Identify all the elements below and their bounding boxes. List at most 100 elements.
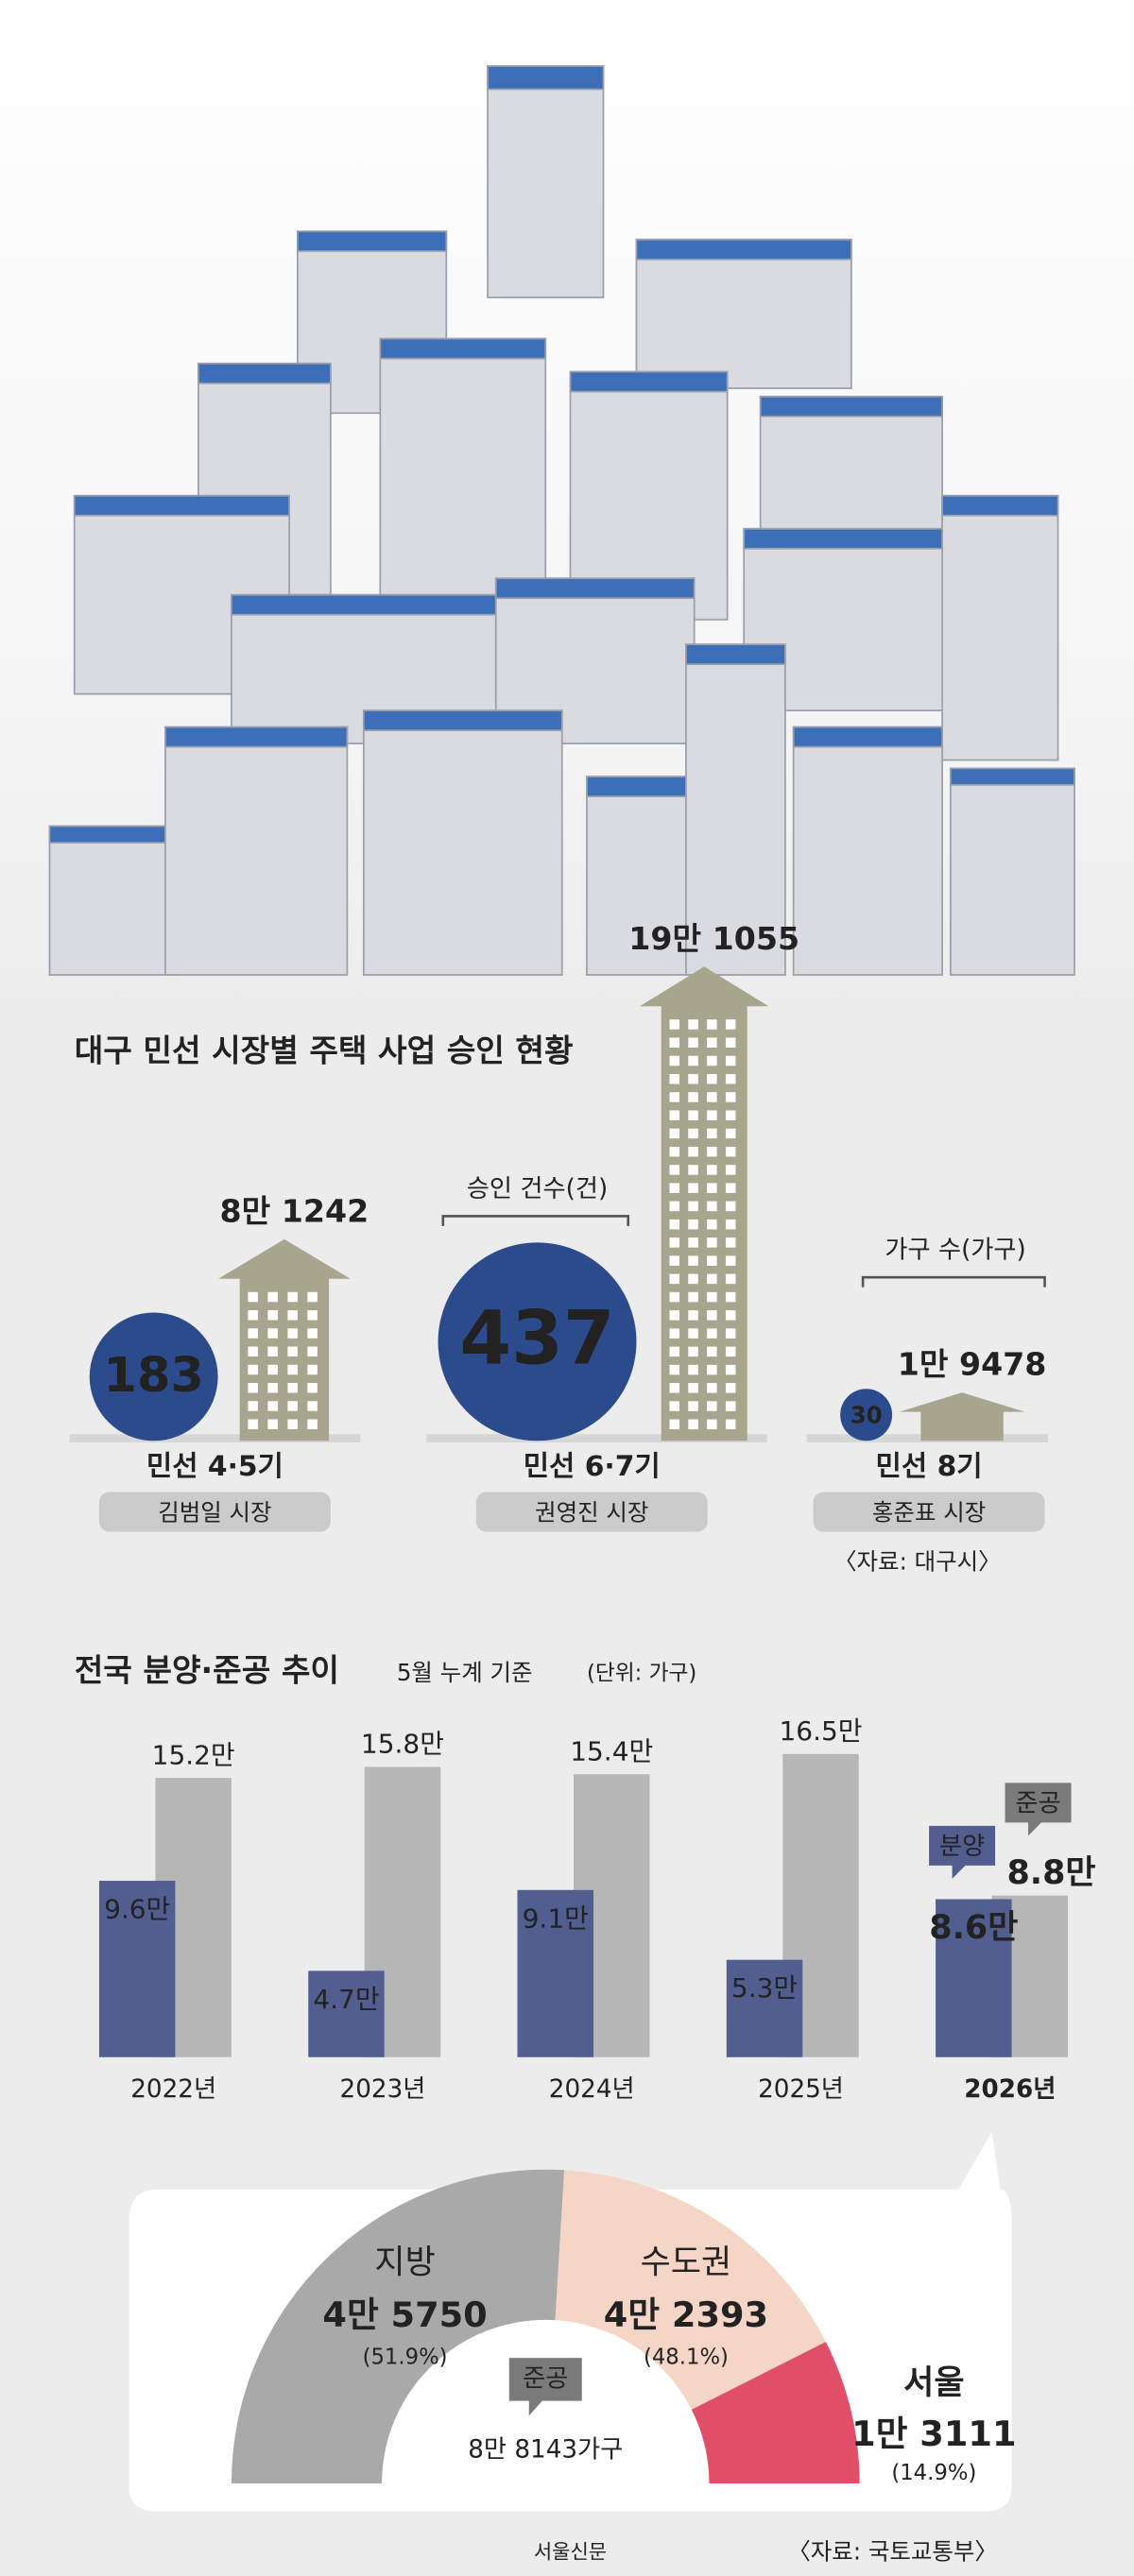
bar [98,1881,176,2057]
window [669,1146,679,1157]
segment-percent: (48.1%) [644,2346,729,2370]
circle-label: 30 [850,1402,883,1429]
window [248,1346,258,1357]
approval-circle [840,1389,893,1442]
value-label: 9.1만 [523,1902,589,1934]
window [725,1165,736,1175]
window [688,1146,698,1157]
highlight-name: 서울 [903,2364,964,2402]
window [707,1328,717,1339]
window [707,1273,717,1285]
window [707,1419,717,1430]
window [267,1401,278,1411]
unit-label: (단위: 가구) [587,1661,696,1685]
mayor-label: 홍준표 시장 [872,1498,986,1526]
legend-label: 준공 [1015,1790,1060,1818]
bar [936,1899,1012,2057]
window [669,1346,679,1357]
value-label: 5.3만 [731,1972,798,2004]
window [307,1346,318,1357]
window [307,1401,318,1411]
window [669,1110,679,1120]
window [707,1201,717,1212]
title-bubble [508,2358,582,2416]
category-label: 2024년 [549,2075,635,2104]
mayor-pill [813,1492,1045,1532]
window [725,1401,736,1411]
window [725,1128,736,1139]
donut-highlight [691,2342,860,2484]
highlight-value: 1만 3111 [851,2414,1016,2454]
building-shape [639,966,769,1442]
window [707,1310,717,1321]
window [307,1328,318,1339]
mayor-label: 김범일 시장 [158,1498,271,1526]
window [248,1401,258,1411]
legend-label: 가구 수(가구) [885,1237,1025,1265]
window [669,1383,679,1393]
window [287,1291,298,1303]
window [688,1237,698,1248]
mayor-pill [98,1492,331,1532]
window [707,1110,717,1120]
category-label: 민선 6·7기 [524,1450,661,1483]
value-label: 9.6만 [104,1894,170,1925]
window [267,1328,278,1339]
window [287,1310,298,1321]
window [707,1237,717,1248]
window [669,1165,679,1175]
value-label: 8만 1242 [220,1192,369,1229]
window [725,1146,736,1157]
legend-label: 승인 건수(건) [467,1175,608,1203]
window [669,1055,679,1066]
window [688,1346,698,1357]
window [267,1383,278,1393]
window [688,1219,698,1230]
baseline [69,1434,361,1443]
window [267,1310,278,1321]
legend-bubble [929,1825,996,1879]
segment-percent: (51.9%) [363,2346,448,2370]
building [217,1238,351,1442]
window [707,1383,717,1393]
window [669,1310,679,1321]
window [307,1310,318,1321]
window [688,1291,698,1303]
legend-label: 분양 [939,1833,985,1861]
legend-bubble [1005,1783,1072,1836]
highlight-percent: (14.9%) [891,2461,976,2485]
window [287,1419,298,1429]
window [707,1019,717,1030]
chart-title: 전국 분양·준공 추이 [75,1652,339,1689]
window [669,1273,679,1285]
window [669,1237,679,1248]
category-label: 2025년 [758,2075,844,2104]
window [688,1110,698,1120]
window [707,1219,717,1230]
category-label: 민선 8기 [876,1450,983,1483]
window [669,1219,679,1230]
window [725,1346,736,1357]
window [688,1328,698,1339]
segment-name: 수도권 [641,2243,732,2281]
legend-bracket [861,1275,1046,1288]
value-label: 8.6만 [929,1909,1018,1947]
window [725,1110,736,1120]
window [287,1364,298,1375]
value-label: 8.8만 [1006,1854,1095,1892]
window [725,1310,736,1321]
window [707,1346,717,1357]
window [669,1073,679,1084]
window [688,1183,698,1193]
building-shape [899,1392,1025,1442]
window [725,1073,736,1084]
window [669,1092,679,1102]
window [267,1346,278,1357]
value-label: 15.8만 [361,1729,444,1760]
window [669,1364,679,1375]
window [707,1401,717,1411]
window [707,1255,717,1266]
window [688,1073,698,1084]
bar [726,1959,803,2057]
